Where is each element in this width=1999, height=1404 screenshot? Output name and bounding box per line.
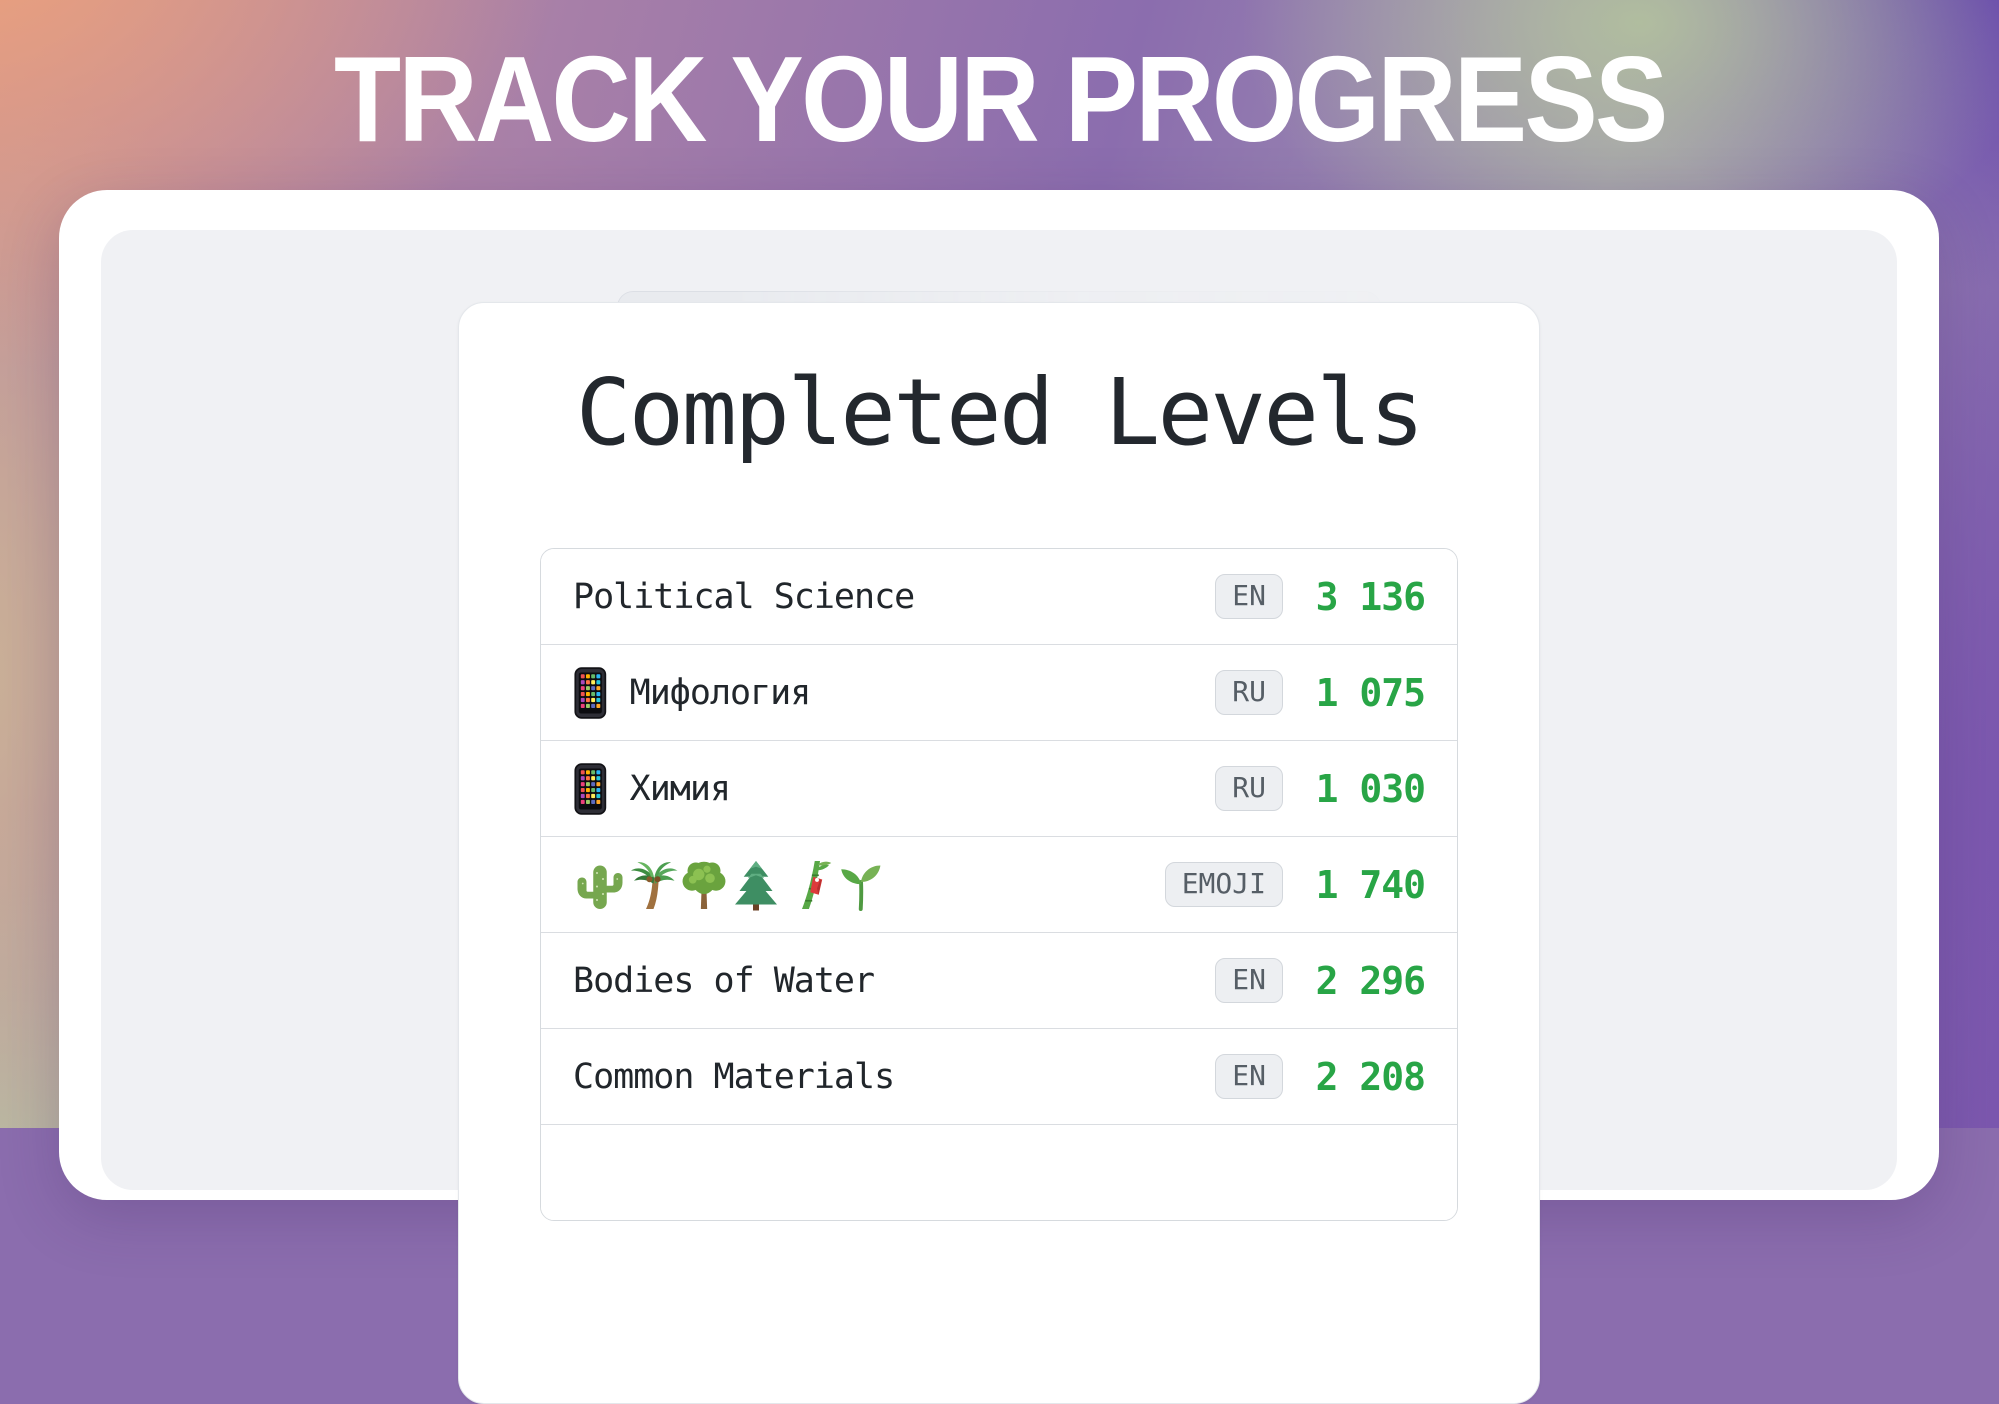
- level-title: Мифология: [629, 672, 812, 713]
- deciduous-tree-icon: [677, 858, 731, 912]
- level-row-partial: [541, 1124, 1457, 1220]
- level-row[interactable]: Мифология RU 1 075: [541, 644, 1457, 740]
- row-icons: [573, 858, 885, 912]
- language-badge: RU: [1215, 765, 1283, 812]
- mobile-phone-icon: [573, 666, 608, 719]
- page-title: TRACK YOUR PROGRESS: [0, 38, 1999, 160]
- evergreen-tree-icon: [729, 858, 783, 912]
- level-row[interactable]: Химия RU 1 030: [541, 740, 1457, 836]
- level-row[interactable]: Common Materials EN 2 208: [541, 1028, 1457, 1124]
- level-count: 2 208: [1315, 1054, 1426, 1099]
- progress-card: Completed Levels Political Science EN 3 …: [59, 190, 1939, 1404]
- mobile-phone-icon: [573, 762, 608, 815]
- row-icons: [573, 762, 608, 815]
- level-count: 1 030: [1315, 766, 1426, 811]
- language-badge: EN: [1215, 1053, 1283, 1100]
- level-title: Political Science: [573, 576, 915, 617]
- level-count: 3 136: [1315, 574, 1426, 619]
- card-title: Completed Levels: [575, 359, 1425, 466]
- level-row[interactable]: EMOJI 1 740: [541, 836, 1457, 932]
- level-count: 2 296: [1315, 958, 1426, 1003]
- language-badge: RU: [1215, 669, 1283, 716]
- inner-panel: Completed Levels Political Science EN 3 …: [101, 230, 1897, 1404]
- row-icons: [573, 666, 608, 719]
- page-title-text: TRACK YOUR PROGRESS: [333, 31, 1668, 167]
- level-count: 1 740: [1315, 862, 1426, 907]
- level-title: Common Materials: [573, 1056, 895, 1097]
- seedling-icon: [833, 858, 887, 912]
- language-badge: EN: [1215, 957, 1283, 1004]
- language-badge: EMOJI: [1164, 861, 1283, 908]
- levels-table: Political Science EN 3 136 Мифология RU …: [540, 548, 1458, 1221]
- language-badge: EN: [1215, 573, 1283, 620]
- level-title: Химия: [629, 768, 731, 809]
- palm-tree-icon: [625, 858, 679, 912]
- tanabata-tree-icon: [781, 858, 835, 912]
- level-title: Bodies of Water: [573, 960, 875, 1001]
- cactus-icon: [573, 858, 627, 912]
- level-row[interactable]: Bodies of Water EN 2 296: [541, 932, 1457, 1028]
- completed-levels-card: Completed Levels Political Science EN 3 …: [458, 302, 1540, 1404]
- level-count: 1 075: [1315, 670, 1426, 715]
- level-row[interactable]: Political Science EN 3 136: [541, 549, 1457, 644]
